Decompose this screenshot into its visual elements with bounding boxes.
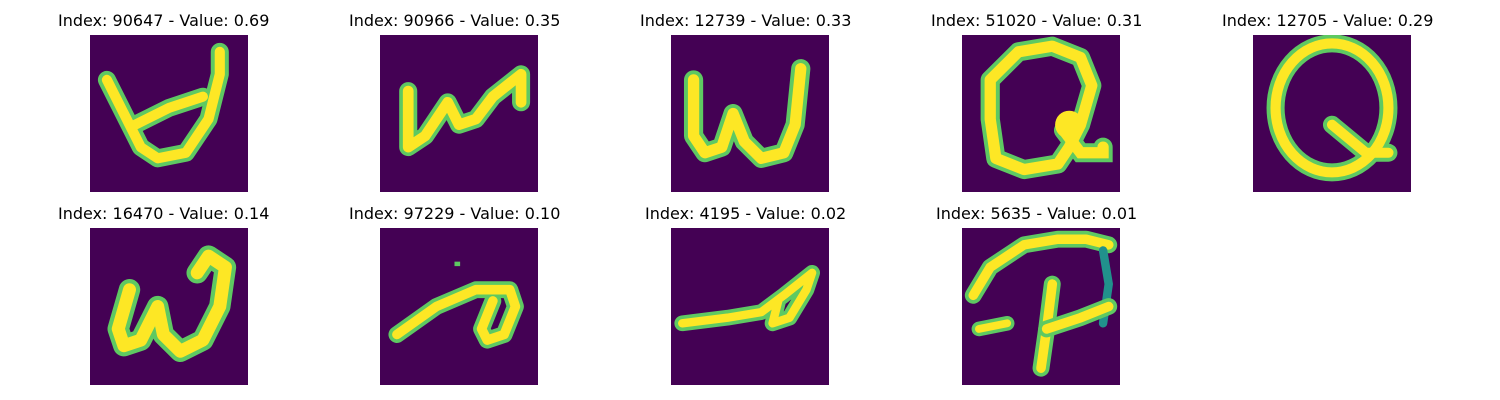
stroke-w-cursive-icon xyxy=(107,245,237,363)
glyph-image xyxy=(90,35,248,192)
panel-title: Index: 12739 - Value: 0.33 xyxy=(640,11,852,30)
glyph-image xyxy=(962,35,1120,192)
stroke-a-flat-icon xyxy=(674,265,820,332)
glyph-image xyxy=(380,35,538,192)
stroke-p-hook-icon xyxy=(964,230,1118,377)
glyph-image xyxy=(671,35,829,192)
stroke-q-oval-icon xyxy=(1266,35,1398,182)
panel-title: Index: 12705 - Value: 0.29 xyxy=(1222,11,1434,30)
glyph-image xyxy=(671,228,829,385)
glyph-image xyxy=(962,228,1120,385)
panel-title: Index: 97229 - Value: 0.10 xyxy=(349,204,561,223)
panel-title: Index: 4195 - Value: 0.02 xyxy=(645,204,847,223)
glyph-image xyxy=(380,228,538,385)
stroke-q-blob-icon xyxy=(980,36,1113,180)
panel-title: Index: 90966 - Value: 0.35 xyxy=(349,11,561,30)
panel-title: Index: 51020 - Value: 0.31 xyxy=(931,11,1143,30)
stroke-w-small-icon xyxy=(399,65,531,157)
stroke-a-slant-icon xyxy=(388,261,524,349)
panel-title: Index: 5635 - Value: 0.01 xyxy=(936,204,1138,223)
panel-title: Index: 90647 - Value: 0.69 xyxy=(58,11,270,30)
stroke-w-loop-icon xyxy=(97,42,229,168)
panel-title: Index: 16470 - Value: 0.14 xyxy=(58,204,270,223)
glyph-image xyxy=(90,228,248,385)
glyph-image xyxy=(1253,35,1411,192)
stroke-w-upright-icon xyxy=(683,59,811,168)
